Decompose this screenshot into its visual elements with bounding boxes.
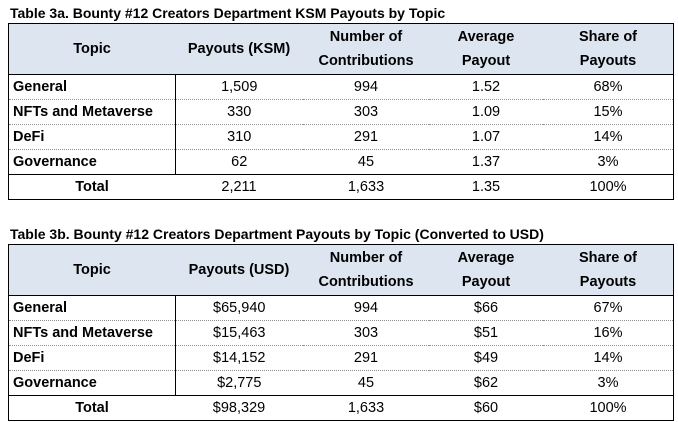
column-header-line: Payouts (KSM) bbox=[187, 41, 291, 57]
cell-share: 3% bbox=[597, 375, 619, 391]
table-row: DeFi $14,152 291 $49 14% bbox=[9, 345, 673, 371]
table-3a-caption: Table 3a. Bounty #12 Creators Department… bbox=[10, 5, 446, 21]
cell-average-payout: $49 bbox=[429, 345, 543, 371]
column-header-line: Average bbox=[457, 29, 515, 45]
cell-payouts: $65,940 bbox=[175, 295, 303, 321]
column-header-line: Contributions bbox=[318, 53, 414, 69]
cell-contributions: 303 bbox=[303, 320, 429, 346]
cell-contributions: 45 bbox=[357, 154, 375, 170]
table-row: Governance 62 45 1.37 3% bbox=[9, 149, 673, 175]
total-cell-payouts: $98,329 bbox=[175, 395, 303, 420]
cell-contributions: 994 bbox=[303, 74, 429, 100]
column-header-line: Contributions bbox=[318, 274, 414, 290]
column-header-line: Payout bbox=[461, 53, 511, 69]
cell-contributions: 291 bbox=[303, 345, 429, 371]
total-cell-topic: Total bbox=[9, 174, 175, 199]
column-header-line: Topic bbox=[73, 262, 111, 278]
cell-topic: NFTs and Metaverse bbox=[9, 99, 176, 125]
column-header-line: Number of bbox=[329, 29, 403, 45]
table-row: NFTs and Metaverse $15,463 303 $51 16% bbox=[9, 320, 673, 346]
cell-average-payout: $66 bbox=[429, 295, 543, 321]
cell-contributions: 994 bbox=[303, 295, 429, 321]
cell-contributions: 303 bbox=[303, 99, 429, 125]
total-cell-share: 100% bbox=[543, 174, 673, 199]
cell-payouts: 330 bbox=[175, 99, 303, 125]
cell-payouts: $15,463 bbox=[175, 320, 303, 346]
column-header-line: Topic bbox=[73, 41, 111, 57]
total-cell-contributions: 1,633 bbox=[303, 174, 429, 199]
header-row: Topic Payouts (USD) Number of Contributions… bbox=[9, 245, 673, 296]
column-header-line: Number of bbox=[329, 250, 403, 266]
total-cell-average-payout: 1.35 bbox=[429, 174, 543, 199]
cell-share: 3% bbox=[597, 154, 619, 170]
cell-share: 16% bbox=[543, 320, 673, 346]
total-cell-topic: Total bbox=[9, 395, 175, 420]
table-3b: Topic Payouts (USD) Number of Contributions… bbox=[8, 244, 674, 421]
cell-average-payout: $51 bbox=[429, 320, 543, 346]
column-header-share: Share of Payouts bbox=[543, 24, 673, 75]
cell-payouts: 1,509 bbox=[175, 74, 303, 100]
table-3b-caption: Table 3b. Bounty #12 Creators Department… bbox=[10, 226, 544, 242]
cell-average-payout: 1.09 bbox=[429, 99, 543, 125]
column-header-contributions: Number of Contributions bbox=[303, 24, 429, 75]
cell-contributions: 291 bbox=[303, 124, 429, 150]
total-cell-share: 100% bbox=[543, 395, 673, 420]
total-cell-payouts: 2,211 bbox=[175, 174, 303, 199]
header-row: Topic Payouts (KSM) Number of Contributions… bbox=[9, 24, 673, 75]
cell-payouts: 310 bbox=[175, 124, 303, 150]
table-row: NFTs and Metaverse 330 303 1.09 15% bbox=[9, 99, 673, 125]
cell-average-payout: 1.37 bbox=[471, 154, 501, 170]
cell-share: 15% bbox=[543, 99, 673, 125]
cell-average-payout: 1.07 bbox=[429, 124, 543, 150]
total-cell-average-payout: $60 bbox=[429, 395, 543, 420]
column-header-line: Payouts (USD) bbox=[188, 262, 290, 278]
cell-contributions: 45 bbox=[357, 375, 375, 391]
column-header-line: Share of bbox=[578, 250, 637, 266]
cell-payouts: 62 bbox=[231, 154, 248, 170]
cell-payouts: $14,152 bbox=[175, 345, 303, 371]
column-header-average-payout: Average Payout bbox=[429, 245, 543, 296]
table-row: General $65,940 994 $66 67% bbox=[9, 295, 673, 321]
column-header-contributions: Number of Contributions bbox=[303, 245, 429, 296]
cell-average-payout: 1.52 bbox=[429, 74, 543, 100]
column-header-topic: Topic bbox=[9, 24, 175, 75]
cell-topic: General bbox=[9, 295, 176, 321]
column-header-payouts: Payouts (USD) bbox=[175, 245, 303, 296]
cell-share: 14% bbox=[543, 345, 673, 371]
cell-share: 14% bbox=[543, 124, 673, 150]
column-header-line: Payouts bbox=[579, 274, 637, 290]
total-row: Total $98,329 1,633 $60 100% bbox=[9, 395, 673, 420]
table-row: Governance $2,775 45 $62 3% bbox=[9, 370, 673, 396]
table-row: DeFi 310 291 1.07 14% bbox=[9, 124, 673, 150]
column-header-line: Payout bbox=[461, 274, 511, 290]
cell-share: 67% bbox=[543, 295, 673, 321]
cell-share: 68% bbox=[543, 74, 673, 100]
column-header-line: Average bbox=[457, 250, 515, 266]
column-header-line: Payouts bbox=[579, 53, 637, 69]
column-header-share: Share of Payouts bbox=[543, 245, 673, 296]
cell-average-payout: $62 bbox=[473, 375, 499, 391]
total-cell-contributions: 1,633 bbox=[303, 395, 429, 420]
cell-topic: NFTs and Metaverse bbox=[9, 320, 176, 346]
column-header-topic: Topic bbox=[9, 245, 175, 296]
column-header-payouts: Payouts (KSM) bbox=[175, 24, 303, 75]
cell-topic: Governance bbox=[9, 149, 176, 175]
total-row: Total 2,211 1,633 1.35 100% bbox=[9, 174, 673, 199]
column-header-line: Share of bbox=[578, 29, 637, 45]
table-row: General 1,509 994 1.52 68% bbox=[9, 74, 673, 100]
cell-topic: DeFi bbox=[9, 345, 176, 371]
cell-topic: DeFi bbox=[9, 124, 176, 150]
cell-payouts: $2,775 bbox=[217, 375, 262, 391]
column-header-average-payout: Average Payout bbox=[429, 24, 543, 75]
table-3a: Topic Payouts (KSM) Number of Contributions… bbox=[8, 23, 674, 200]
cell-topic: General bbox=[9, 74, 176, 100]
cell-topic: Governance bbox=[9, 370, 176, 396]
